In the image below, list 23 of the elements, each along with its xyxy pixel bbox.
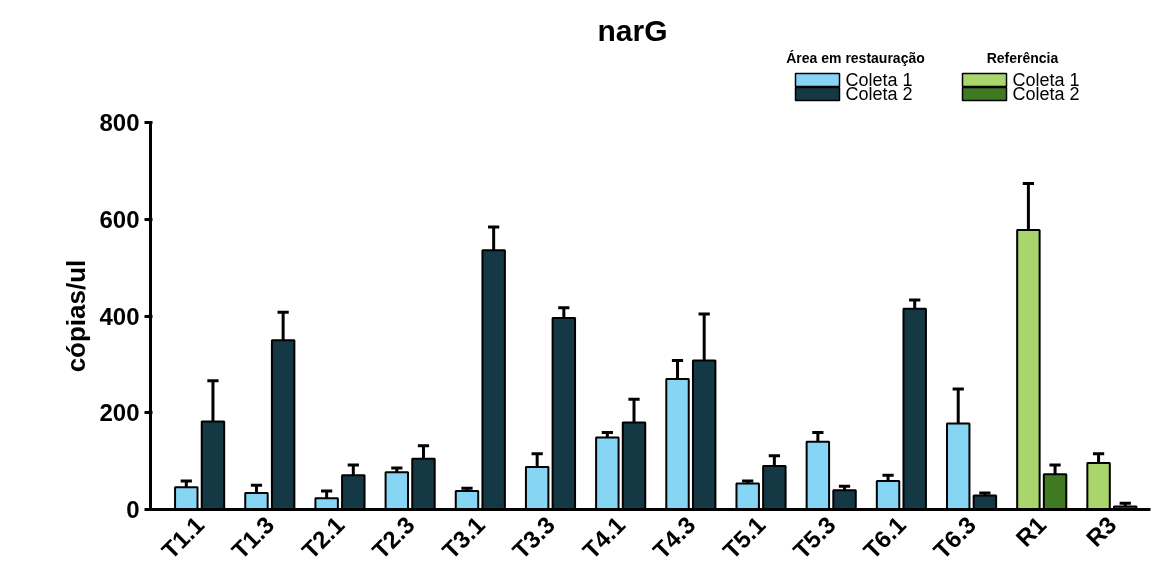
x-tick-label: T1.3 [226, 510, 280, 564]
x-tick-label: T6.3 [928, 510, 982, 564]
y-tick-label: 600 [99, 205, 140, 233]
x-tick-label: T4.1 [577, 510, 631, 564]
x-tick-label: R3 [1080, 510, 1122, 552]
text: Área em restauração [786, 49, 925, 66]
x-tick-label: T6.1 [857, 510, 911, 564]
x-tick-label: R1 [1010, 510, 1052, 552]
y-tick-label: 400 [99, 302, 140, 330]
x-tick-label: T1.1 [156, 510, 210, 564]
x-tick-label: T5.1 [717, 510, 771, 564]
x-tick-label: T2.3 [366, 510, 420, 564]
x-tick-label: T2.1 [296, 510, 350, 564]
text: Referência [986, 49, 1059, 66]
x-tick-label: T3.1 [436, 510, 490, 564]
y-tick-label: 800 [99, 109, 140, 136]
y-axis-title: cópias/ul [61, 259, 92, 373]
x-tick-label: T5.3 [787, 510, 841, 564]
x-tick-label: T3.3 [506, 510, 561, 564]
y-tick-label: 200 [99, 399, 140, 427]
y-tick-label: 0 [126, 496, 140, 523]
chart-title: narG [597, 14, 668, 47]
x-tick-label: T4.3 [647, 510, 701, 564]
